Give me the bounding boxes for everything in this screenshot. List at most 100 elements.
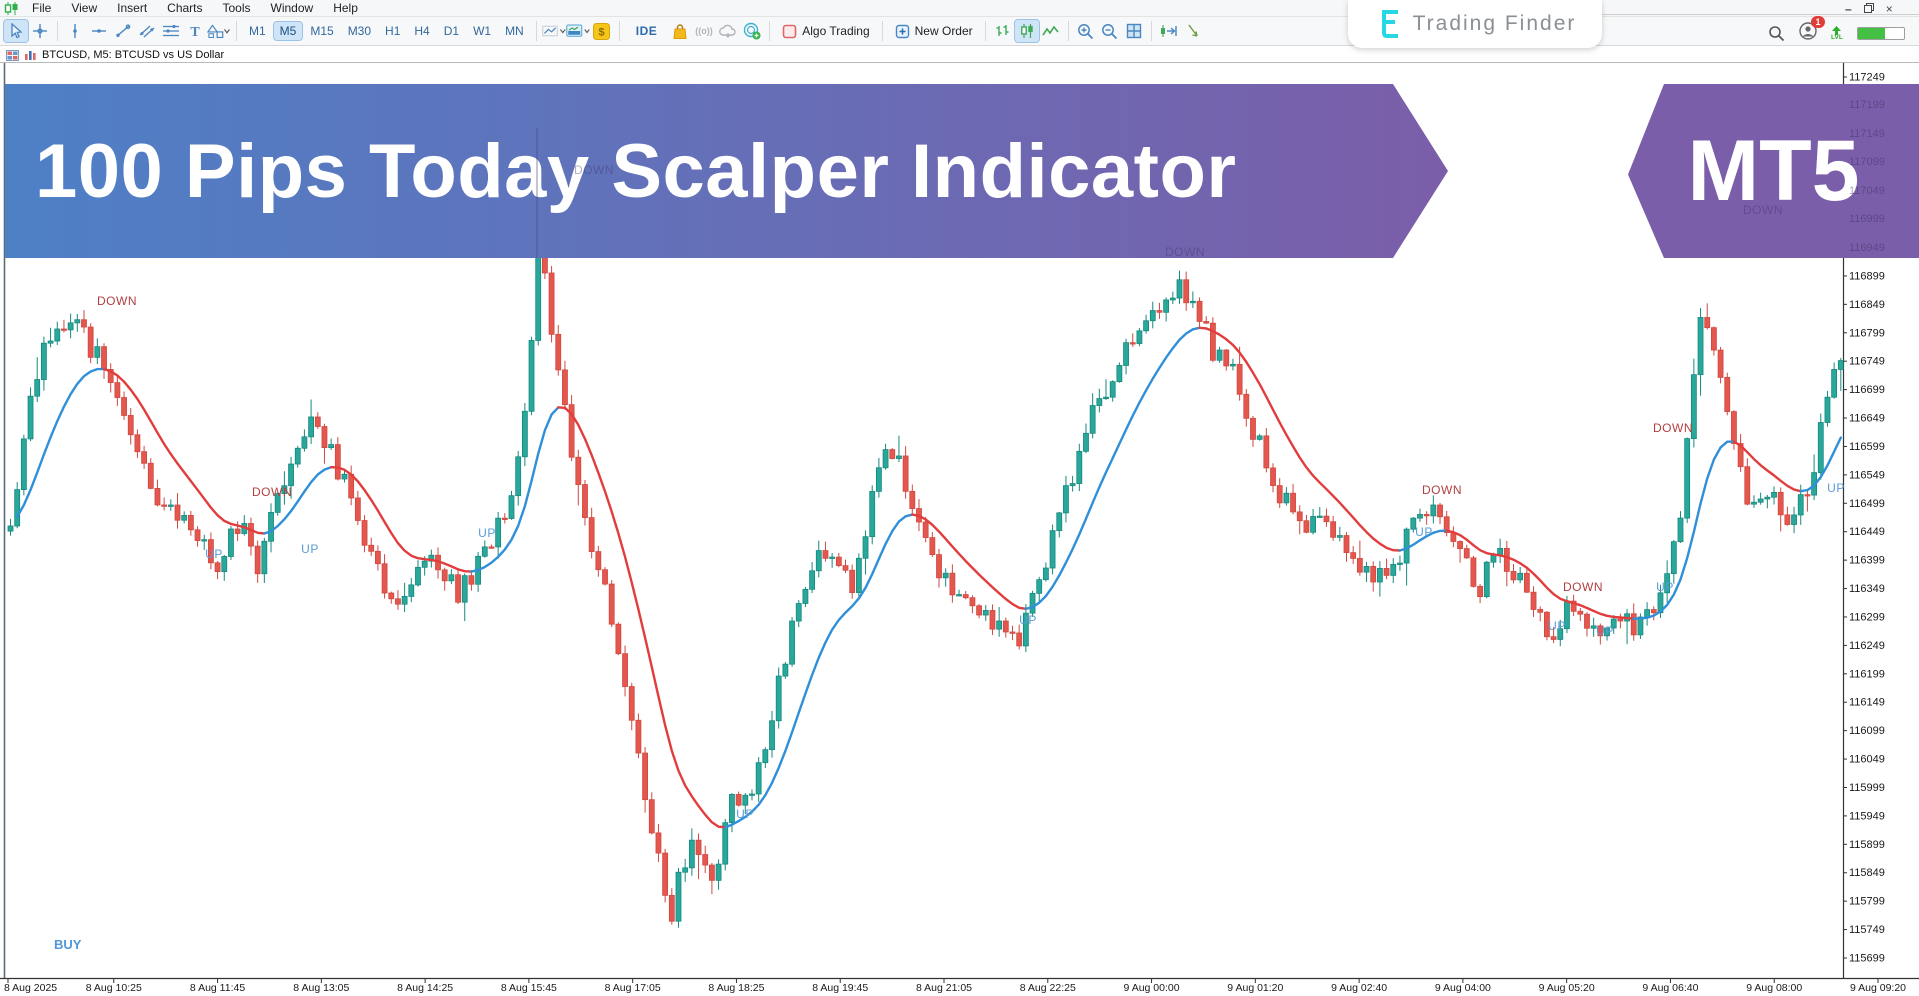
svg-text:8 Aug 14:25: 8 Aug 14:25: [397, 982, 453, 994]
crosshair-icon[interactable]: [28, 20, 52, 42]
svg-text:9 Aug 00:00: 9 Aug 00:00: [1124, 982, 1180, 994]
svg-text:UP: UP: [478, 526, 496, 540]
svg-text:9 Aug 09:20: 9 Aug 09:20: [1850, 982, 1906, 994]
algo-trading-icon: [782, 24, 797, 38]
timeframe-M1[interactable]: M1: [249, 24, 266, 38]
svg-text:DOWN: DOWN: [1563, 580, 1603, 594]
ghost-axis-label: 116999: [1849, 213, 1885, 226]
svg-text:9 Aug 01:20: 9 Aug 01:20: [1227, 982, 1283, 994]
vertical-line-icon[interactable]: [63, 20, 87, 42]
menu-window[interactable]: Window: [270, 1, 314, 15]
candle-chart-icon[interactable]: [1013, 19, 1040, 43]
svg-text:116249: 116249: [1849, 640, 1885, 652]
svg-text:8 Aug 19:45: 8 Aug 19:45: [812, 982, 868, 994]
market-bag-icon[interactable]: [668, 20, 692, 42]
menu-file[interactable]: File: [32, 1, 52, 15]
algo-trading-button[interactable]: Algo Trading: [775, 22, 876, 41]
account-cluster: 1 LVL: [1768, 16, 1905, 45]
trendline-icon[interactable]: [111, 20, 135, 42]
svg-text:9 Aug 02:40: 9 Aug 02:40: [1331, 982, 1387, 994]
timeframe-M15[interactable]: M15: [310, 24, 334, 38]
svg-text:115899: 115899: [1849, 839, 1885, 851]
shapes-dropdown-icon[interactable]: [207, 20, 231, 42]
svg-text:9 Aug 08:00: 9 Aug 08:00: [1746, 982, 1802, 994]
user-menu[interactable]: 1: [1799, 16, 1825, 45]
user-icon: [1799, 22, 1817, 40]
minimize-button[interactable]: –: [1845, 2, 1852, 16]
auto-scroll-icon[interactable]: [1181, 20, 1205, 42]
menu-tools[interactable]: Tools: [222, 1, 251, 15]
tab-chart-icon: [25, 50, 36, 60]
close-button[interactable]: ×: [1885, 2, 1893, 16]
svg-text:8 Aug 13:05: 8 Aug 13:05: [293, 982, 349, 994]
shift-end-icon[interactable]: [1157, 20, 1181, 42]
timeframe-W1[interactable]: W1: [473, 24, 492, 38]
svg-text:8 Aug 11:45: 8 Aug 11:45: [190, 982, 245, 994]
svg-text:116499: 116499: [1849, 498, 1885, 510]
channel-icon[interactable]: [135, 20, 159, 42]
fibonacci-icon[interactable]: [159, 20, 183, 42]
cursor-icon[interactable]: [3, 19, 29, 43]
svg-text:8 Aug 22:25: 8 Aug 22:25: [1020, 982, 1076, 994]
text-tool-icon[interactable]: T: [183, 20, 207, 42]
restore-button[interactable]: [1863, 2, 1874, 16]
svg-text:115699: 115699: [1849, 953, 1885, 965]
horizontal-line-icon[interactable]: [87, 20, 111, 42]
indicator-window-dropdown-icon[interactable]: [565, 20, 590, 42]
cloud-icon[interactable]: [716, 20, 740, 42]
svg-text:116149: 116149: [1849, 697, 1885, 709]
mt5-logo-icon: [0, 1, 22, 15]
search-icon[interactable]: [1768, 25, 1785, 42]
menu-help[interactable]: Help: [333, 1, 358, 15]
timeframe-MN[interactable]: MN: [505, 24, 524, 38]
currency-icon[interactable]: $: [590, 20, 614, 42]
svg-text:116049: 116049: [1849, 754, 1885, 766]
timeframe-H1[interactable]: H1: [385, 24, 401, 38]
ghost-axis-label: 117049: [1849, 184, 1885, 197]
svg-text:8 Aug 18:25: 8 Aug 18:25: [708, 982, 764, 994]
svg-text:116649: 116649: [1849, 413, 1885, 425]
chart-tab-title: BTCUSD, M5: BTCUSD vs US Dollar: [42, 49, 225, 61]
menu-charts[interactable]: Charts: [167, 1, 203, 15]
new-order-button[interactable]: New Order: [888, 22, 980, 41]
svg-text:117249: 117249: [1849, 72, 1885, 84]
notification-badge: 1: [1810, 16, 1825, 28]
banner-title: 100 Pips Today Scalper Indicator: [5, 84, 1448, 258]
chart-line-dropdown-icon[interactable]: [542, 20, 566, 42]
timeframe-D1[interactable]: D1: [443, 24, 460, 38]
ghost-axis-label: 117149: [1849, 127, 1885, 140]
brand-text: Trading Finder: [1412, 12, 1577, 35]
svg-text:8 Aug 15:45: 8 Aug 15:45: [501, 982, 557, 994]
grid-icon[interactable]: [1122, 20, 1146, 42]
zoom-out-icon[interactable]: [1098, 20, 1122, 42]
timeframe-M30[interactable]: M30: [347, 24, 372, 38]
svg-text:UP: UP: [205, 547, 223, 561]
zoom-in-icon[interactable]: [1074, 20, 1098, 42]
menu-insert[interactable]: Insert: [117, 1, 148, 15]
signal-icon[interactable]: ((o)): [692, 20, 716, 42]
svg-text:116899: 116899: [1849, 270, 1885, 282]
chart-tab[interactable]: BTCUSD, M5: BTCUSD vs US Dollar: [0, 47, 1919, 63]
level-indicator: LVL: [1831, 25, 1843, 42]
svg-text:DOWN: DOWN: [1653, 421, 1693, 435]
ghost-axis-label: 116949: [1849, 241, 1885, 254]
community-icon[interactable]: [740, 20, 764, 42]
svg-text:115799: 115799: [1849, 896, 1885, 908]
svg-text:116549: 116549: [1849, 469, 1885, 481]
timeframe-M5[interactable]: M5: [272, 21, 304, 41]
ide-button[interactable]: IDE: [625, 22, 669, 40]
bar-chart-icon[interactable]: [991, 20, 1015, 42]
svg-text:116449: 116449: [1849, 526, 1885, 538]
svg-text:DOWN: DOWN: [97, 294, 137, 308]
timeframe-H4[interactable]: H4: [414, 24, 430, 38]
menu-view[interactable]: View: [71, 1, 98, 15]
line-chart-icon[interactable]: [1039, 20, 1063, 42]
banner-badge-text: MT5: [1687, 122, 1860, 219]
svg-text:116849: 116849: [1849, 299, 1885, 311]
svg-text:9 Aug 04:00: 9 Aug 04:00: [1435, 982, 1491, 994]
svg-text:116799: 116799: [1849, 327, 1885, 339]
svg-text:$: $: [599, 26, 605, 38]
banner-mt5-badge: MT5: [1628, 84, 1919, 258]
